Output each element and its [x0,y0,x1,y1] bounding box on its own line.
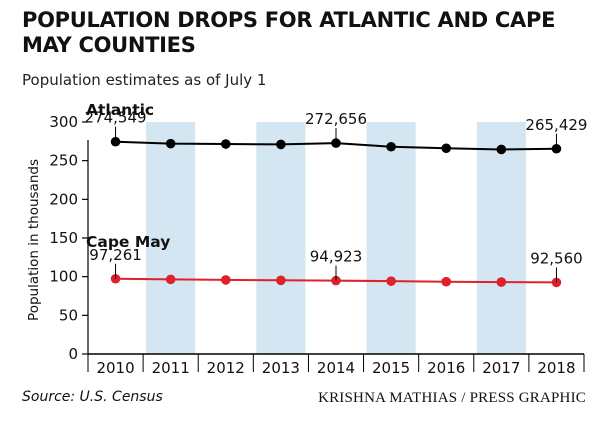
data-point [110,273,121,284]
data-point [220,139,231,149]
year-band [366,122,416,354]
data-label: 97,261 [89,246,142,264]
data-label: 94,923 [310,248,363,266]
x-tick-label: 2011 [152,359,190,377]
chart-subtitle: Population estimates as of July 1 [22,71,267,89]
x-tick-label: 2018 [537,359,575,377]
data-point [441,143,452,154]
x-tick-label: 2016 [427,359,465,377]
data-point [276,139,286,150]
data-point [220,275,231,285]
graphic-credit: KRISHNA MATHIAS / PRESS GRAPHIC [318,390,586,406]
chart-title: POPULATION DROPS FOR ATLANTIC AND CAPE M… [22,8,556,57]
series-name-label: Cape May [86,233,170,251]
y-tick-label: 200 [49,190,78,208]
y-tick-label: 100 [49,268,78,286]
x-tick-label: 2013 [262,359,300,377]
x-tick-label: 2012 [207,359,245,377]
x-tick-label: 2010 [96,359,134,377]
y-tick-label: 0 [68,345,78,363]
year-band [476,122,526,354]
data-point [496,277,507,287]
y-tick-label: 250 [49,152,78,170]
data-label: 92,560 [530,249,583,267]
data-point [165,274,176,285]
y-tick-label: 300 [49,113,78,131]
data-point [441,276,452,287]
series-name-label: Atlantic [86,101,154,119]
source-note: Source: U.S. Census [22,389,163,405]
data-point [386,276,396,286]
year-band [146,122,196,354]
data-point [496,144,507,155]
x-tick-label: 2017 [482,359,520,377]
data-label: 272,656 [305,110,367,128]
x-tick-label: 2015 [372,359,410,377]
data-label: 265,429 [525,116,587,134]
data-point [276,275,286,286]
data-label: 274,549 [85,109,147,127]
year-band [256,122,306,354]
data-point [165,138,176,149]
y-tick-label: 150 [49,229,78,247]
data-point [386,141,396,152]
x-tick-label: 2014 [317,359,355,377]
y-axis-title: Population in thousands [26,159,42,321]
y-tick-label: 50 [59,306,78,324]
